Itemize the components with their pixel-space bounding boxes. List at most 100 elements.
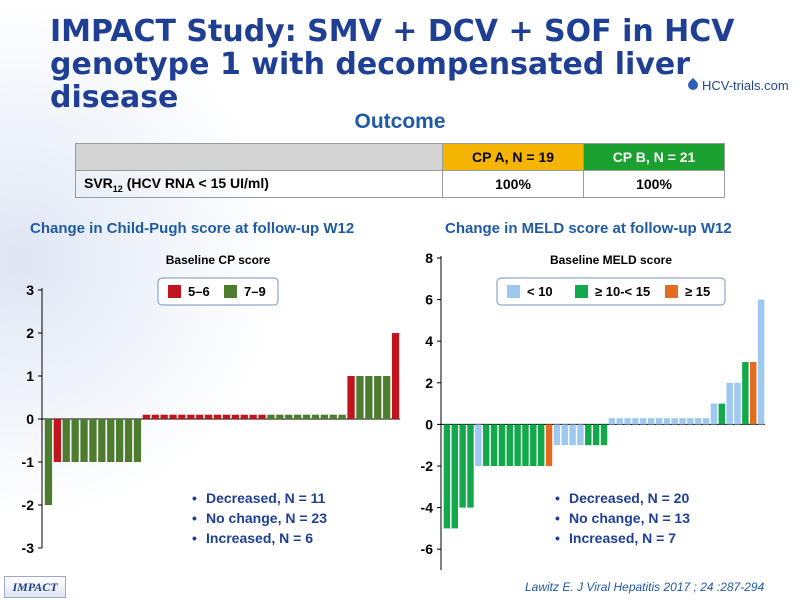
meld-y-tick-label: 6 — [425, 292, 433, 308]
cp-bar — [116, 419, 124, 462]
meld-bar — [514, 424, 521, 466]
meld-y-tick-label: 2 — [425, 375, 433, 391]
meld-y-tick-label: -4 — [421, 500, 434, 516]
svr-cp-a-value: 100% — [442, 170, 584, 198]
cp-bar — [383, 376, 391, 419]
meld-bar — [671, 418, 678, 425]
meld-bar — [451, 424, 459, 529]
meld-bar — [655, 418, 663, 425]
header-cp-b: CP B, N = 21 — [583, 143, 725, 171]
cp-bar — [187, 414, 195, 419]
cp-legend-box — [157, 277, 279, 306]
cp-legend-swatch — [168, 285, 181, 298]
meld-bar — [443, 424, 451, 529]
cp-bar — [213, 414, 222, 419]
cp-bar — [98, 419, 106, 462]
cp-bar — [124, 419, 133, 462]
cp-bar — [276, 414, 284, 419]
cp-bar — [71, 419, 79, 462]
cp-y-tick-label: -1 — [22, 454, 35, 470]
meld-legend-swatch — [507, 285, 520, 298]
outcome-heading: Outcome — [354, 110, 446, 133]
cp-bar — [44, 419, 53, 505]
cp-stats: • Decreased, N = 11 • No change, N = 23 • I… — [192, 488, 327, 548]
meld-bar — [467, 424, 474, 508]
meld-legend-label: ≥ 10-< 15 — [595, 284, 650, 299]
meld-bar — [585, 424, 592, 446]
meld-bar — [616, 418, 623, 425]
cp-bar — [89, 419, 97, 462]
hcv-trials-logo: HCV-trials.com — [685, 77, 789, 93]
cp-bar — [329, 414, 337, 419]
meld-legend-label: ≥ 15 — [685, 284, 710, 299]
meld-bar — [702, 418, 710, 425]
meld-bar — [757, 299, 765, 425]
meld-y-tick-label: 8 — [425, 250, 433, 266]
cp-bar — [338, 414, 346, 419]
meld-bar — [632, 418, 639, 425]
cp-y-tick-label: -3 — [22, 540, 35, 556]
cp-bar — [285, 414, 293, 419]
meld-y-tick-label: -2 — [421, 458, 434, 474]
meld-bar — [608, 418, 616, 425]
cp-chart-title: Change in Child-Pugh score at follow-up … — [30, 220, 355, 237]
cp-stat-decreased: • Decreased, N = 11 — [192, 490, 326, 506]
cp-stat-increased: • Increased, N = 6 — [192, 530, 314, 546]
meld-bar — [537, 424, 545, 466]
cp-y-tick-label: 0 — [26, 411, 34, 427]
meld-chart-title: Change in MELD score at follow-up W12 — [445, 220, 732, 237]
cp-bar — [294, 414, 302, 419]
cp-legend-label: 5–6 — [188, 284, 210, 299]
meld-legend-label: < 10 — [527, 284, 553, 299]
cp-bar — [311, 414, 320, 419]
meld-bar — [647, 418, 655, 425]
meld-bar — [577, 424, 584, 446]
meld-stat-decreased: • Decreased, N = 20 — [555, 490, 690, 506]
meld-bar — [592, 424, 600, 446]
meld-bar — [600, 424, 608, 446]
svr-label-rest: (HCV RNA < 15 UI/ml) — [122, 174, 269, 191]
meld-bar — [663, 418, 671, 425]
meld-bar — [749, 362, 757, 425]
cp-bar — [178, 414, 186, 419]
meld-bar — [459, 424, 466, 508]
cp-bar — [222, 414, 231, 419]
cp-legend-swatch — [224, 285, 237, 298]
svr-row-label: SVR12 (HCV RNA < 15 UI/ml) — [75, 170, 443, 198]
meld-bar — [553, 424, 561, 446]
meld-y-tick-label: 4 — [425, 333, 433, 349]
slide-title: IMPACT Study: SMV + DCV + SOF in HCV gen… — [50, 15, 770, 114]
cp-y-tick-label: 1 — [26, 368, 34, 384]
cp-stat-no-change: • No change, N = 23 — [192, 510, 327, 526]
cp-bar — [347, 376, 355, 419]
meld-bar — [482, 424, 490, 466]
meld-bar — [522, 424, 529, 466]
cp-bar — [365, 376, 373, 419]
outcome-svr-row: SVR12 (HCV RNA < 15 UI/ml) 100% 100% — [75, 170, 725, 198]
meld-bar — [718, 403, 726, 425]
meld-bar — [679, 418, 686, 425]
cp-bar — [107, 419, 115, 462]
meld-legend-title: Baseline MELD score — [550, 253, 672, 267]
cp-bar — [62, 419, 70, 462]
meld-bar — [569, 424, 576, 446]
cp-bar — [151, 414, 159, 419]
cp-bar — [391, 333, 400, 419]
cp-bar — [142, 414, 150, 419]
meld-bar — [475, 424, 482, 466]
meld-bar — [640, 418, 647, 425]
meld-y-tick-label: 0 — [425, 416, 433, 432]
reference-citation: Lawitz E. J Viral Hepatitis 2017 ; 24 :2… — [525, 580, 765, 594]
cp-bar — [160, 414, 168, 419]
header-blank-cell — [75, 143, 443, 171]
meld-legend-box — [496, 277, 726, 306]
cp-bar — [53, 419, 61, 462]
cp-bar — [258, 414, 266, 419]
cp-y-tick-label: 2 — [26, 325, 34, 341]
logo-text: HCV-trials.com — [702, 78, 789, 93]
meld-y-tick-label: -6 — [421, 541, 434, 557]
meld-legend-swatch — [575, 285, 588, 298]
cp-bar — [80, 419, 88, 462]
meld-bar — [545, 424, 553, 466]
